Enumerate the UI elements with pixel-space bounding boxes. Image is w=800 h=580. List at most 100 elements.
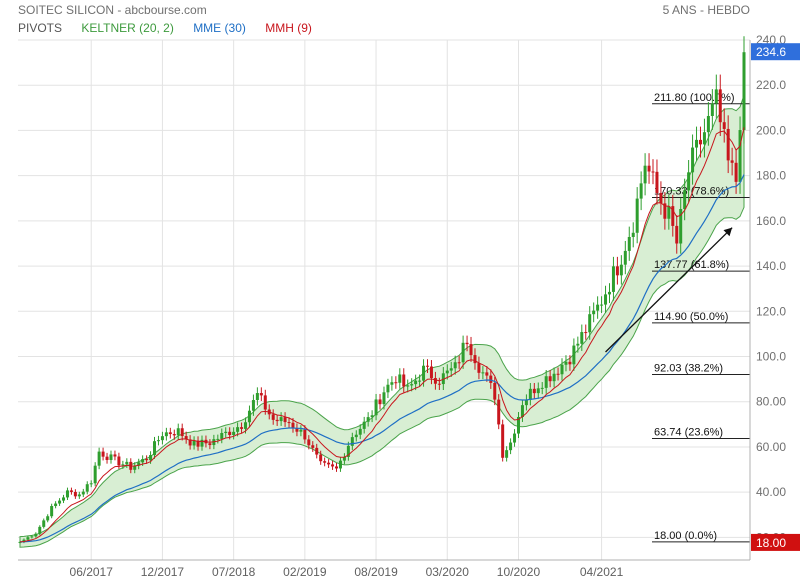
candle-up bbox=[683, 190, 687, 210]
candle-down bbox=[287, 422, 291, 424]
candle-up bbox=[596, 304, 600, 311]
y-tick-label: 180.0 bbox=[756, 169, 786, 183]
candle-down bbox=[718, 89, 722, 123]
candle-up bbox=[97, 451, 101, 466]
candle-up bbox=[588, 314, 592, 333]
candle-down bbox=[113, 454, 117, 457]
candle-up bbox=[58, 500, 62, 504]
candle-up bbox=[382, 392, 386, 405]
y-tick-label: 60.00 bbox=[756, 440, 786, 454]
candle-up bbox=[445, 370, 449, 374]
candle-down bbox=[259, 393, 263, 396]
candle-up bbox=[247, 410, 251, 423]
candle-up bbox=[153, 441, 157, 456]
candle-up bbox=[255, 393, 259, 401]
candle-down bbox=[184, 436, 188, 440]
trendline-arrow bbox=[723, 227, 733, 237]
candle-up bbox=[481, 372, 485, 374]
candle-up bbox=[418, 380, 422, 382]
candle-up bbox=[544, 376, 548, 388]
candle-down bbox=[429, 366, 433, 379]
candle-down bbox=[327, 462, 331, 465]
legend-pivots[interactable]: PIVOTS bbox=[18, 21, 63, 35]
candle-up bbox=[54, 503, 58, 507]
candle-down bbox=[394, 382, 398, 384]
candle-up bbox=[232, 431, 236, 435]
candle-up bbox=[362, 421, 366, 429]
candle-down bbox=[319, 454, 323, 462]
candle-up bbox=[576, 343, 580, 346]
candle-down bbox=[168, 432, 172, 435]
candle-up bbox=[611, 266, 615, 292]
candle-down bbox=[433, 378, 437, 384]
candle-up bbox=[374, 399, 378, 416]
fib-label: 63.74 (23.6%) bbox=[654, 427, 723, 439]
candle-down bbox=[335, 466, 339, 469]
fib-label: 211.80 (100.0%) bbox=[654, 92, 735, 104]
candle-down bbox=[73, 491, 77, 497]
candle-up bbox=[18, 541, 22, 543]
candle-down bbox=[497, 399, 501, 425]
candle-down bbox=[228, 431, 232, 435]
candle-up bbox=[89, 483, 93, 485]
candle-down bbox=[208, 443, 212, 446]
candle-up bbox=[679, 209, 683, 244]
candle-up bbox=[410, 384, 414, 386]
candle-down bbox=[651, 171, 655, 173]
legend-mme[interactable]: MME (30) bbox=[193, 21, 246, 35]
candle-up bbox=[631, 232, 635, 237]
candle-up bbox=[22, 539, 26, 542]
x-tick-label: 12/2017 bbox=[141, 565, 185, 579]
candle-up bbox=[224, 431, 228, 433]
candle-up bbox=[691, 147, 695, 173]
candle-down bbox=[105, 456, 109, 460]
candle-up bbox=[164, 432, 168, 437]
x-tick-label: 07/2018 bbox=[212, 565, 256, 579]
legend-keltner[interactable]: KELTNER (20, 2) bbox=[81, 21, 174, 35]
candle-up bbox=[572, 345, 576, 365]
candle-up bbox=[38, 526, 42, 534]
legend-mmh[interactable]: MMH (9) bbox=[265, 21, 312, 35]
candle-up bbox=[706, 115, 710, 133]
fib-label: 18.00 (0.0%) bbox=[654, 530, 717, 542]
axes: 20.0040.0060.0080.00100.0120.0140.0160.0… bbox=[18, 33, 800, 579]
candle-down bbox=[315, 447, 319, 455]
candle-up bbox=[26, 537, 30, 540]
candle-up bbox=[342, 456, 346, 461]
candle-down bbox=[485, 372, 489, 376]
candle-up bbox=[505, 450, 509, 458]
candle-up bbox=[639, 183, 643, 199]
keltner-band bbox=[19, 95, 745, 548]
candle-up bbox=[346, 445, 350, 457]
candle-up bbox=[366, 417, 370, 422]
candle-up bbox=[236, 427, 240, 432]
candle-down bbox=[532, 388, 536, 394]
candle-down bbox=[172, 434, 176, 436]
candle-down bbox=[726, 128, 730, 161]
candle-up bbox=[220, 432, 224, 439]
candle-down bbox=[145, 459, 149, 461]
candle-up bbox=[216, 438, 220, 440]
y-tick-label: 120.0 bbox=[756, 304, 786, 318]
x-tick-label: 03/2020 bbox=[426, 565, 470, 579]
keltner-channel bbox=[19, 95, 745, 548]
candle-up bbox=[552, 373, 556, 382]
candle-up bbox=[358, 428, 362, 435]
legend: PIVOTS KELTNER (20, 2) MME (30) MMH (9) bbox=[18, 21, 328, 35]
candle-down bbox=[501, 424, 505, 458]
candle-up bbox=[350, 437, 354, 446]
candle-up bbox=[386, 384, 390, 393]
candle-down bbox=[734, 162, 738, 182]
candle-down bbox=[655, 171, 659, 193]
candle-up bbox=[338, 460, 342, 469]
candle-down bbox=[303, 429, 307, 440]
candle-up bbox=[643, 165, 647, 184]
last-price-badge bbox=[751, 43, 800, 61]
candle-up bbox=[141, 459, 145, 463]
x-tick-label: 06/2017 bbox=[70, 565, 114, 579]
candle-down bbox=[568, 361, 572, 365]
candle-up bbox=[667, 206, 671, 219]
candle-up bbox=[200, 439, 204, 447]
fib-label: 114.90 (50.0%) bbox=[654, 311, 728, 323]
candle-up bbox=[81, 491, 85, 495]
